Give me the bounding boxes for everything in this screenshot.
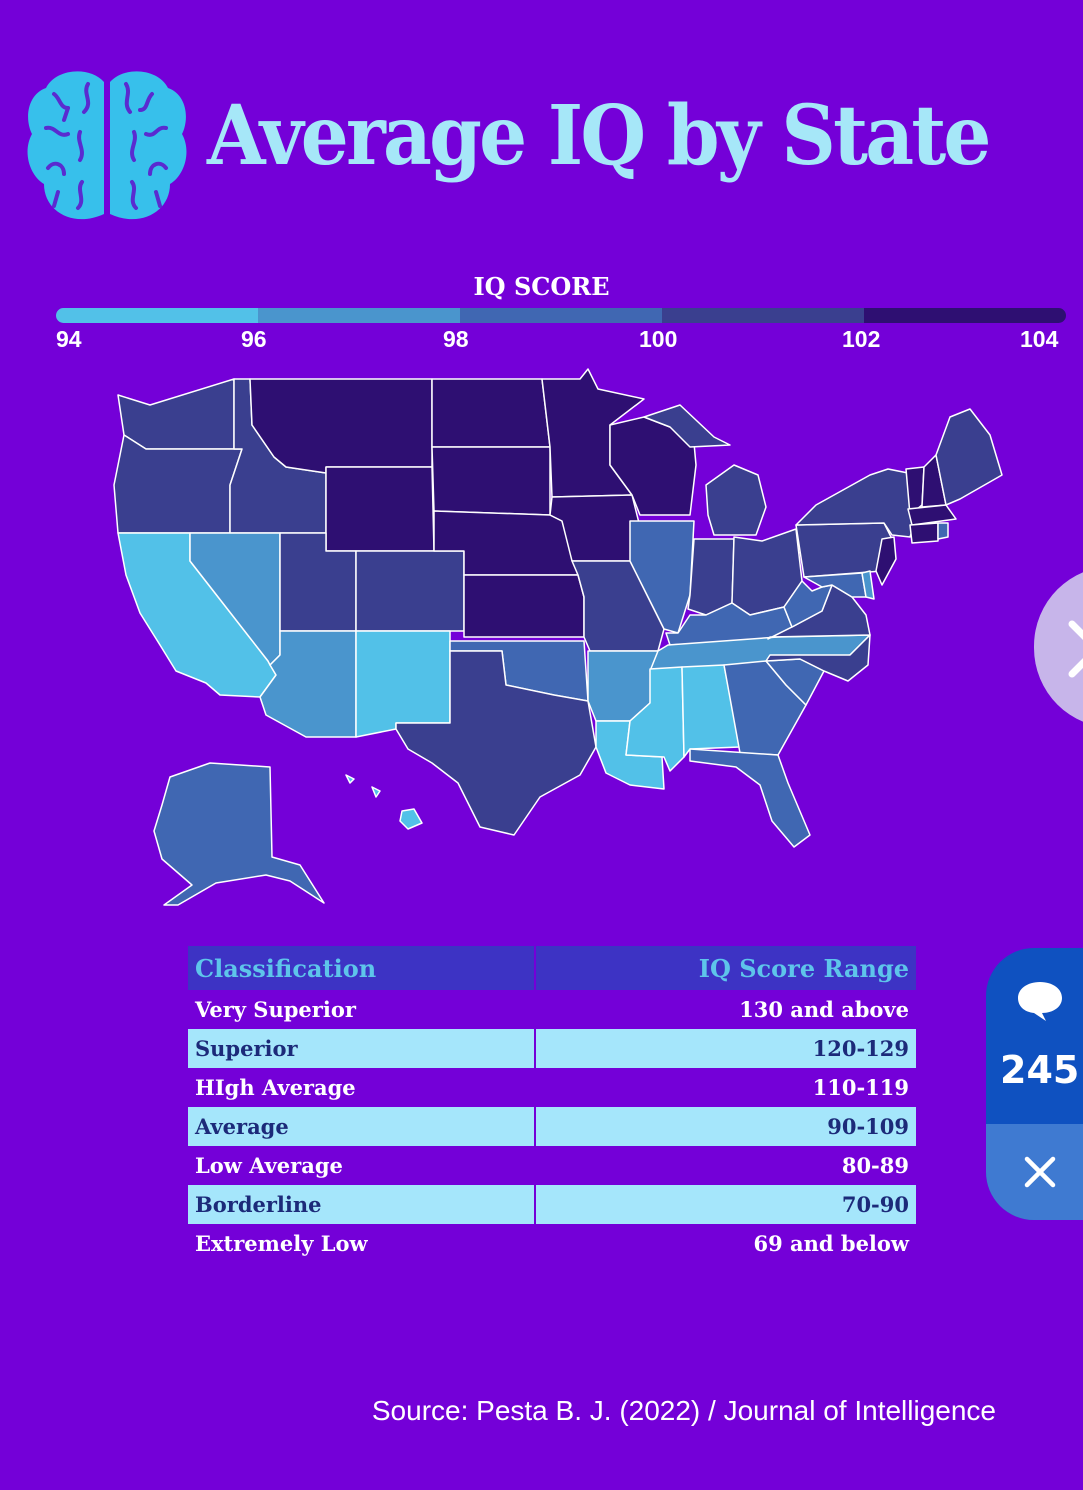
comment-count: 245 bbox=[1000, 1048, 1080, 1092]
table-row: Borderline 70-90 bbox=[188, 1185, 916, 1224]
us-iq-map bbox=[113, 368, 1003, 906]
table-cell: 69 and below bbox=[753, 1231, 909, 1256]
legend-bin-5 bbox=[864, 308, 1066, 323]
state-wyoming bbox=[325, 466, 435, 552]
page-title: Average IQ by State bbox=[207, 88, 991, 184]
state-new-mexico bbox=[355, 630, 451, 738]
table-cell: Average bbox=[188, 1107, 536, 1146]
table-header-row: Classification IQ Score Range bbox=[188, 946, 916, 990]
table-cell: 80-89 bbox=[841, 1153, 909, 1178]
state-illinois bbox=[629, 520, 695, 634]
state-alaska bbox=[153, 762, 325, 906]
overlay-close-button[interactable] bbox=[1034, 566, 1083, 728]
state-rhode-island bbox=[937, 522, 949, 540]
legend-tick: 96 bbox=[241, 326, 267, 352]
state-montana bbox=[249, 378, 433, 474]
speech-bubble-icon bbox=[1018, 982, 1062, 1021]
state-oregon bbox=[113, 434, 243, 534]
legend-tick: 94 bbox=[56, 326, 82, 352]
legend-tick: 100 bbox=[639, 326, 678, 352]
table-header: IQ Score Range bbox=[535, 946, 916, 990]
legend-title: IQ SCORE bbox=[473, 272, 610, 301]
table-cell: Borderline bbox=[188, 1185, 536, 1224]
table-row: Average 90-109 bbox=[188, 1107, 916, 1146]
close-icon bbox=[1024, 1156, 1056, 1188]
state-north-dakota bbox=[431, 378, 551, 448]
state-hawaii bbox=[345, 774, 423, 830]
state-colorado bbox=[355, 550, 465, 632]
legend-bin-4 bbox=[662, 308, 864, 323]
table-cell: Very Superior bbox=[188, 990, 536, 1029]
table-row: Very Superior 130 and above bbox=[188, 990, 916, 1029]
iq-classification-table: Classification IQ Score Range Very Super… bbox=[188, 946, 916, 1263]
table-cell: Superior bbox=[188, 1029, 536, 1068]
legend-tick: 102 bbox=[842, 326, 881, 352]
comment-panel: 245 bbox=[986, 948, 1083, 1220]
legend-ticks: 94 96 98 100 102 104 bbox=[0, 326, 1083, 356]
table-row: Low Average 80-89 bbox=[188, 1146, 916, 1185]
state-connecticut bbox=[909, 522, 939, 544]
state-texas bbox=[395, 650, 597, 836]
table-cell: 130 and above bbox=[739, 997, 909, 1022]
table-cell: Extremely Low bbox=[188, 1224, 536, 1263]
header: Average IQ by State bbox=[24, 62, 1004, 232]
state-alabama bbox=[681, 664, 741, 758]
comments-button[interactable]: 245 bbox=[986, 948, 1083, 1124]
legend-bin-3 bbox=[460, 308, 662, 323]
state-north-carolina bbox=[765, 634, 871, 682]
state-indiana bbox=[687, 538, 735, 616]
table-row: Superior 120-129 bbox=[188, 1029, 916, 1068]
state-michigan-lower bbox=[705, 464, 767, 536]
table-cell: 120-129 bbox=[535, 1029, 916, 1068]
table-cell: 70-90 bbox=[535, 1185, 916, 1224]
state-washington bbox=[117, 378, 235, 450]
source-caption: Source: Pesta B. J. (2022) / Journal of … bbox=[371, 1395, 996, 1426]
state-delaware bbox=[861, 570, 875, 600]
legend-color-bar bbox=[56, 308, 1066, 323]
legend-tick: 98 bbox=[443, 326, 469, 352]
table-cell: HIgh Average bbox=[188, 1068, 536, 1107]
legend-tick: 104 bbox=[1020, 326, 1059, 352]
legend-bin-2 bbox=[258, 308, 460, 323]
table-header: Classification bbox=[188, 946, 536, 990]
table-row: Extremely Low 69 and below bbox=[188, 1224, 916, 1263]
state-florida bbox=[689, 748, 811, 848]
close-icon bbox=[1068, 620, 1083, 678]
state-michigan-upper bbox=[643, 404, 731, 448]
legend-bin-1 bbox=[56, 308, 258, 323]
comments-close-button[interactable] bbox=[986, 1124, 1083, 1220]
brain-icon bbox=[27, 71, 187, 220]
table-cell: 90-109 bbox=[535, 1107, 916, 1146]
state-new-jersey bbox=[875, 536, 897, 586]
state-massachusetts bbox=[907, 504, 957, 526]
table-cell: Low Average bbox=[188, 1146, 536, 1185]
state-maine bbox=[935, 408, 1003, 506]
table-cell: 110-119 bbox=[812, 1075, 909, 1100]
table-row: HIgh Average 110-119 bbox=[188, 1068, 916, 1107]
state-kansas bbox=[463, 574, 585, 638]
state-south-dakota bbox=[431, 446, 551, 516]
